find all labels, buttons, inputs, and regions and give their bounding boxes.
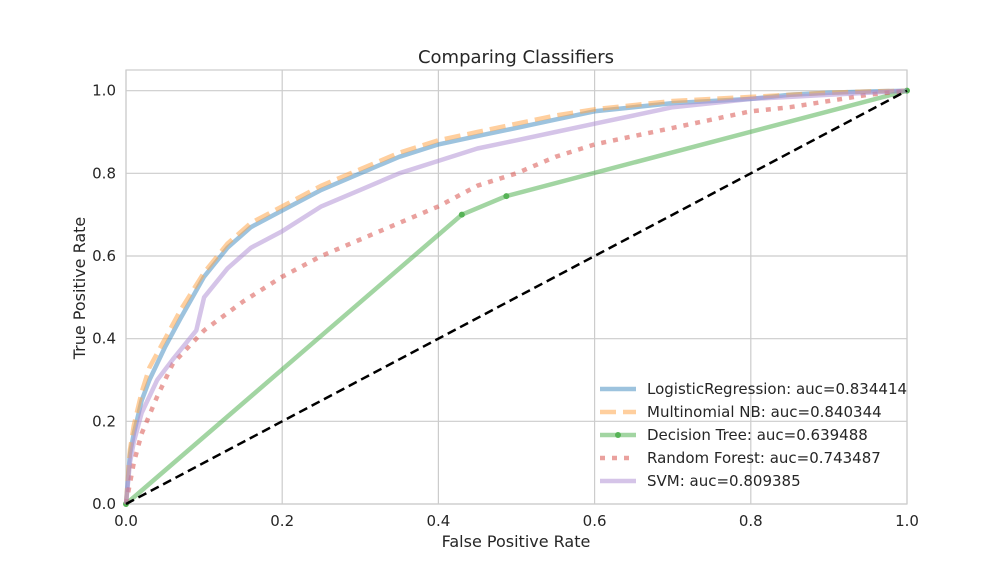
tick-labels: 0.0 0.2 0.4 0.6 0.8 1.0 0.0 0.2 0.4 0.6 0.8 1.0: [92, 82, 919, 530]
series-line-4: [123, 88, 908, 505]
series-group: [123, 87, 910, 507]
legend-label: Decision Tree: auc=0.639488: [647, 426, 868, 444]
chance-reference-line: [125, 89, 908, 506]
series-line-3: [123, 88, 908, 505]
legend-label: Random Forest: auc=0.743487: [647, 449, 881, 467]
chart-title: Comparing Classifiers: [418, 47, 614, 68]
x-tick-label: 0.0: [114, 512, 138, 530]
x-axis-title: False Positive Rate: [442, 532, 591, 551]
legend-marker: [615, 432, 621, 438]
y-tick-label: 1.0: [92, 82, 116, 100]
legend-label: Multinomial NB: auc=0.840344: [647, 403, 882, 421]
series-point: [458, 211, 465, 218]
legend: LogisticRegression: auc=0.834414 Multinom…: [600, 380, 907, 490]
x-tick-label: 0.4: [426, 512, 450, 530]
series-line-2: [124, 88, 908, 506]
legend-label: SVM: auc=0.809385: [647, 472, 801, 490]
y-tick-label: 0.2: [92, 412, 116, 430]
grid: [125, 70, 908, 505]
y-axis-title: True Positive Rate: [70, 217, 89, 361]
x-tick-label: 1.0: [895, 512, 919, 530]
y-tick-label: 0.4: [92, 330, 116, 348]
series-line-1: [123, 88, 908, 505]
x-tick-label: 0.8: [739, 512, 763, 530]
y-tick-label: 0.0: [92, 495, 116, 513]
x-tick-label: 0.2: [270, 512, 294, 530]
y-tick-label: 0.6: [92, 247, 116, 265]
x-tick-label: 0.6: [583, 512, 607, 530]
y-tick-label: 0.8: [92, 164, 116, 182]
series-point: [503, 193, 510, 200]
legend-label: LogisticRegression: auc=0.834414: [647, 380, 907, 398]
